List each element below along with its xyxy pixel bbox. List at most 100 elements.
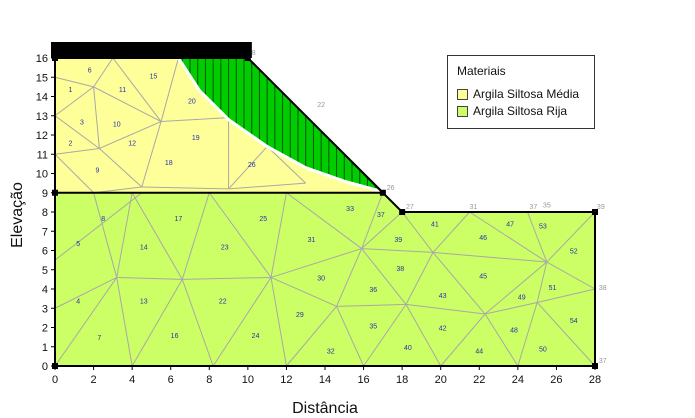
mesh-edge	[181, 192, 210, 280]
x-axis-title: Distância	[292, 400, 358, 417]
element-label: 48	[510, 327, 518, 334]
y-tick-label: 13	[36, 111, 48, 123]
mesh-edge	[336, 306, 365, 367]
surcharge-load-bar	[51, 42, 252, 58]
node-label: 35	[543, 202, 551, 209]
mesh-edge	[228, 182, 306, 190]
mesh-edge	[361, 192, 384, 249]
node-label: 26	[387, 185, 395, 192]
mesh-edge	[469, 211, 548, 263]
mesh-edge	[527, 211, 548, 263]
y-tick-label: 3	[42, 303, 48, 315]
mesh-edge	[484, 261, 548, 315]
element-label: 11	[119, 87, 126, 94]
x-tick-label: 16	[357, 374, 369, 386]
x-tick-label: 18	[396, 374, 408, 386]
node-label: 38	[599, 285, 607, 292]
element-label: 31	[308, 237, 316, 244]
mesh-edge	[270, 192, 287, 278]
y-tick-label: 2	[42, 323, 48, 335]
node-label: 8	[252, 50, 256, 57]
mesh-edge	[286, 306, 337, 367]
element-label: 42	[439, 326, 447, 333]
y-axis-title: Elevação	[9, 182, 26, 248]
mesh-edge	[112, 57, 162, 122]
mesh-edge	[99, 148, 143, 188]
element-label: 2	[68, 141, 72, 148]
mesh-edge	[208, 192, 272, 278]
mesh-edge	[405, 252, 434, 305]
mesh-edge	[212, 277, 272, 367]
element-label: 23	[221, 245, 229, 252]
element-label: 46	[479, 235, 487, 242]
element-label: 9	[95, 168, 99, 175]
element-label: 47	[506, 222, 514, 229]
mesh-edge	[546, 261, 596, 290]
boundary-node	[244, 55, 251, 61]
element-label: 24	[252, 333, 260, 340]
mesh-edge	[131, 279, 183, 367]
plot-axes: 0 2 4 6 8 10 12 14 16 18 20 22 24 26 28012345678910111…	[36, 53, 601, 386]
mesh-edge	[181, 279, 214, 367]
element-label: 1	[68, 87, 72, 94]
mesh-edge	[536, 261, 548, 303]
node-label: 39	[597, 204, 605, 211]
mesh-edge	[54, 192, 143, 261]
x-tick-label: 6	[168, 374, 174, 386]
x-tick-label: 10	[242, 374, 254, 386]
mesh-edge	[517, 302, 538, 367]
mesh-edge	[440, 313, 486, 367]
element-label: 13	[140, 299, 148, 306]
mesh-edge	[484, 313, 519, 367]
boundary-node	[379, 189, 386, 196]
element-label: 16	[171, 333, 179, 340]
mesh-edge	[99, 121, 162, 149]
element-label: 25	[259, 216, 267, 223]
x-tick-label: 12	[280, 374, 292, 386]
y-tick-label: 7	[42, 226, 48, 238]
element-label: 7	[97, 335, 101, 342]
mesh-edge	[286, 192, 362, 249]
node-label: 31	[470, 204, 478, 211]
mesh-edge	[160, 57, 179, 122]
element-label: 35	[369, 324, 377, 331]
legend-item-stiff-clay: Argila Siltosa Rija	[457, 104, 567, 118]
element-label: 37	[377, 212, 385, 219]
mesh-edge	[116, 276, 183, 280]
mesh-edge	[432, 252, 486, 315]
element-label: 52	[570, 249, 578, 256]
mesh-edge	[405, 303, 486, 315]
mesh-edge	[270, 248, 362, 278]
element-label: 43	[439, 293, 447, 300]
mesh-edge	[54, 277, 118, 367]
y-tick-label: 10	[36, 169, 48, 181]
mesh-edge	[54, 147, 100, 155]
mesh-edge	[363, 304, 407, 367]
mesh-edge	[336, 248, 363, 307]
element-label: 36	[369, 287, 377, 294]
mesh-edge	[270, 276, 337, 307]
legend-label-medium-clay: Argila Siltosa Média	[473, 87, 580, 101]
legend-swatch-stiff-clay	[457, 105, 468, 117]
mesh-edge	[161, 117, 229, 123]
mesh-edge	[336, 303, 407, 307]
node-label: 37	[599, 358, 607, 365]
mesh-edge	[401, 211, 434, 253]
lower-material-region	[55, 192, 595, 366]
legend-title: Materiais	[457, 64, 506, 78]
element-label: 45	[479, 274, 487, 281]
legend-swatch-medium-clay	[457, 88, 468, 100]
x-tick-label: 8	[206, 374, 212, 386]
x-tick-label: 24	[512, 374, 524, 386]
element-label: 29	[296, 312, 304, 319]
element-label: 22	[219, 299, 227, 306]
y-tick-label: 0	[42, 361, 48, 373]
x-tick-label: 26	[550, 374, 562, 386]
mesh-edge	[93, 192, 118, 278]
element-label: 15	[149, 73, 157, 80]
element-label: 39	[394, 237, 402, 244]
mesh-edge	[141, 121, 162, 188]
x-tick-label: 4	[129, 374, 135, 386]
slip-surface	[177, 57, 384, 194]
element-label: 30	[317, 275, 325, 282]
